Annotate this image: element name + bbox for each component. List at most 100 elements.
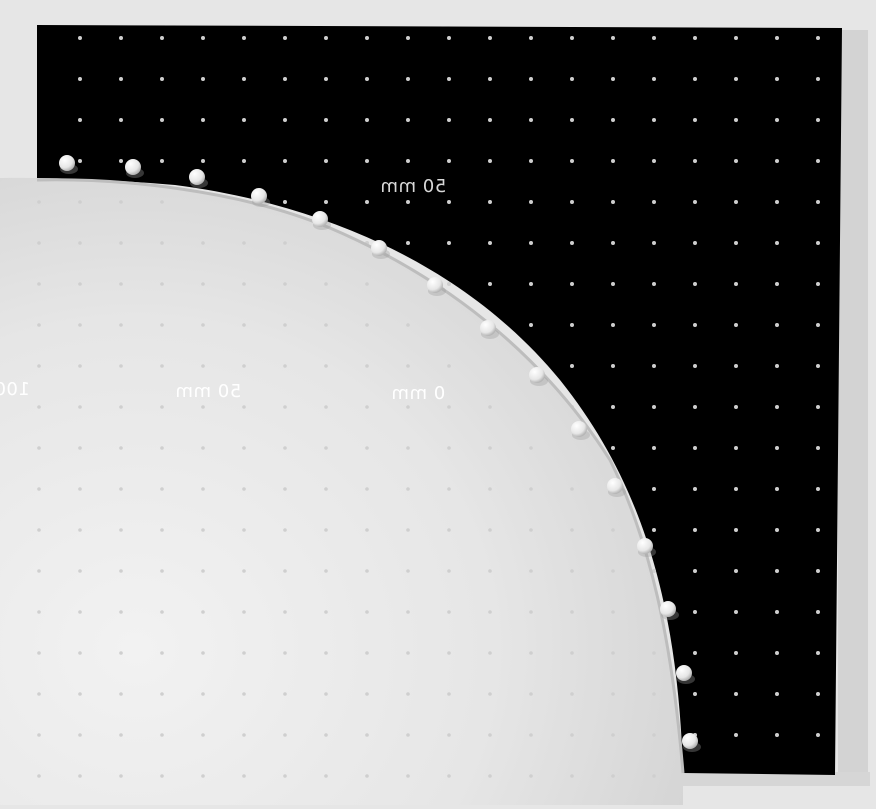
grid-dot: [816, 200, 820, 204]
grid-dot: [529, 774, 533, 778]
grid-dot: [78, 159, 82, 163]
grid-dot: [242, 569, 246, 573]
grid-dot: [816, 36, 820, 40]
grid-dot: [447, 36, 451, 40]
grid-dot: [119, 487, 123, 491]
grid-dot: [529, 118, 533, 122]
grid-dot: [324, 77, 328, 81]
grid-dot: [406, 77, 410, 81]
grid-dot: [734, 651, 738, 655]
grid-dot: [529, 159, 533, 163]
grid-dot: [693, 364, 697, 368]
grid-dot: [78, 241, 82, 245]
grid-dot: [611, 528, 615, 532]
grid-dot: [570, 774, 574, 778]
grid-dot: [365, 323, 369, 327]
grid-dot: [119, 241, 123, 245]
grid-dot: [775, 692, 779, 696]
grid-dot: [283, 610, 287, 614]
grid-dot: [816, 77, 820, 81]
grid-dot: [775, 651, 779, 655]
grid-dot: [570, 77, 574, 81]
grid-dot: [488, 446, 492, 450]
grid-dot: [160, 241, 164, 245]
grid-dot: [365, 774, 369, 778]
grid-dot: [652, 405, 656, 409]
grid-dot: [775, 36, 779, 40]
grid-dot: [119, 159, 123, 163]
marker-ball: [371, 240, 387, 256]
marker-ball: [529, 367, 545, 383]
dimension-label-zero: 0 mm: [391, 383, 446, 404]
grid-dot: [201, 36, 205, 40]
grid-dot: [242, 364, 246, 368]
grid-dot: [652, 446, 656, 450]
grid-dot: [652, 733, 656, 737]
grid-dot: [201, 651, 205, 655]
marker-ball: [571, 421, 587, 437]
grid-dot: [201, 774, 205, 778]
grid-dot: [365, 651, 369, 655]
grid-dot: [488, 282, 492, 286]
grid-dot: [160, 118, 164, 122]
grid-dot: [693, 36, 697, 40]
grid-dot: [693, 446, 697, 450]
grid-dot: [119, 528, 123, 532]
grid-dot: [693, 405, 697, 409]
grid-dot: [283, 364, 287, 368]
grid-dot: [775, 323, 779, 327]
grid-dot: [652, 241, 656, 245]
grid-dot: [652, 118, 656, 122]
grid-dot: [283, 528, 287, 532]
grid-dot: [324, 364, 328, 368]
grid-dot: [775, 446, 779, 450]
grid-dot: [365, 569, 369, 573]
grid-dot: [78, 487, 82, 491]
grid-dot: [283, 405, 287, 409]
marker-ball: [480, 320, 496, 336]
grid-dot: [365, 282, 369, 286]
grid-dot: [816, 241, 820, 245]
grid-dot: [324, 487, 328, 491]
grid-dot: [37, 651, 41, 655]
grid-dot: [652, 36, 656, 40]
grid-dot: [734, 405, 738, 409]
grid-dot: [652, 200, 656, 204]
grid-dot: [529, 200, 533, 204]
grid-dot: [775, 733, 779, 737]
grid-dot: [37, 692, 41, 696]
dimension-label-edge: 100: [0, 379, 30, 400]
grid-dot: [406, 200, 410, 204]
marker-row: [59, 155, 701, 752]
grid-dot: [78, 364, 82, 368]
grid-dot: [242, 282, 246, 286]
grid-dot: [611, 77, 615, 81]
grid-dot: [78, 733, 82, 737]
grid-dot: [119, 282, 123, 286]
grid-dot: [324, 405, 328, 409]
grid-dot: [242, 405, 246, 409]
grid-dot: [488, 651, 492, 655]
grid-dot: [119, 569, 123, 573]
grid-dot: [816, 569, 820, 573]
grid-dot: [611, 733, 615, 737]
grid-dot: [324, 733, 328, 737]
grid-dot: [160, 36, 164, 40]
grid-dot: [529, 446, 533, 450]
grid-dot: [734, 77, 738, 81]
grid-dot: [365, 36, 369, 40]
grid-dot: [242, 733, 246, 737]
grid-dot: [652, 774, 656, 778]
grid-dot: [611, 36, 615, 40]
grid-dot: [283, 241, 287, 245]
grid-dot: [693, 118, 697, 122]
marker-ball: [427, 277, 443, 293]
grid-dot: [283, 36, 287, 40]
grid-dot: [283, 200, 287, 204]
grid-dot: [160, 446, 164, 450]
grid-dot: [775, 77, 779, 81]
grid-dot: [447, 118, 451, 122]
grid-dot: [365, 405, 369, 409]
